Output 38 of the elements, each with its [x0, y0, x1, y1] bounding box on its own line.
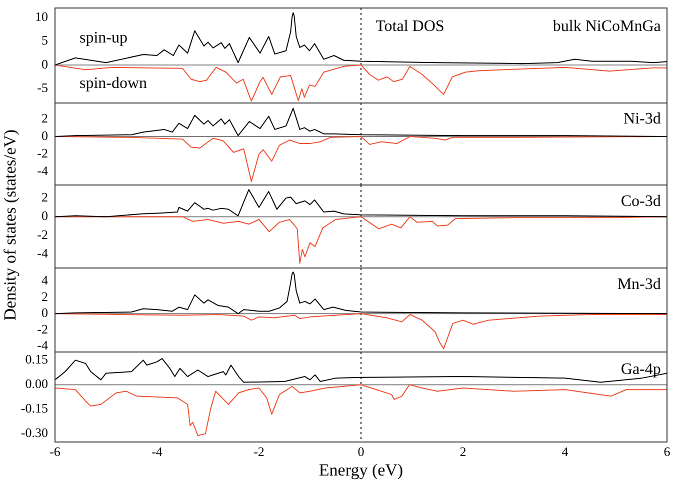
y-tick-label: -4	[37, 245, 48, 260]
x-tick-label: 6	[664, 444, 671, 460]
x-tick-label: 2	[460, 444, 466, 460]
x-axis-title: Energy (eV)	[318, 460, 404, 480]
x-tick-label: 4	[562, 444, 569, 460]
y-tick-label: 0.15	[25, 352, 48, 367]
annotation: Ga-4p	[620, 361, 661, 378]
annotation: Co-3d	[620, 192, 661, 210]
x-tick-label: -2	[254, 444, 264, 460]
annotation: Ni-3d	[624, 110, 661, 128]
y-tick-label: 0	[42, 128, 48, 143]
annotation: spin-down	[79, 75, 148, 92]
y-tick-label: -2	[37, 226, 48, 242]
annotation: bulk NiCoMnGa	[552, 18, 661, 36]
annotation: Total DOS	[376, 18, 444, 36]
y-tick-label: -2	[37, 321, 48, 336]
y-tick-label: -5	[37, 80, 48, 96]
y-tick-label: 5	[42, 32, 48, 48]
annotation: Mn-3d	[617, 276, 661, 294]
y-tick-label: -2	[37, 146, 48, 161]
y-tick-label: 0	[42, 305, 48, 320]
y-tick-label: 0	[42, 56, 48, 72]
annotation: spin-up	[79, 30, 128, 47]
x-tick-label: 0	[358, 444, 364, 460]
y-tick-label: -0.15	[20, 400, 48, 416]
y-tick-label: 2	[42, 110, 48, 126]
y-tick-label: -4	[37, 338, 48, 353]
y-axis-title: Density of states (states/eV)	[1, 129, 21, 321]
y-tick-label: 2	[42, 288, 48, 304]
y-tick-label: 0	[42, 208, 48, 224]
y-tick-label: -4	[37, 163, 48, 178]
y-tick-label: 2	[42, 189, 48, 204]
y-tick-label: 0.00	[25, 376, 48, 392]
x-tick-label: -4	[152, 444, 163, 460]
x-tick-label: -6	[50, 444, 61, 460]
y-tick-label: 4	[42, 272, 48, 288]
y-tick-label: -0.30	[20, 425, 48, 440]
y-tick-label: 10	[35, 8, 48, 24]
